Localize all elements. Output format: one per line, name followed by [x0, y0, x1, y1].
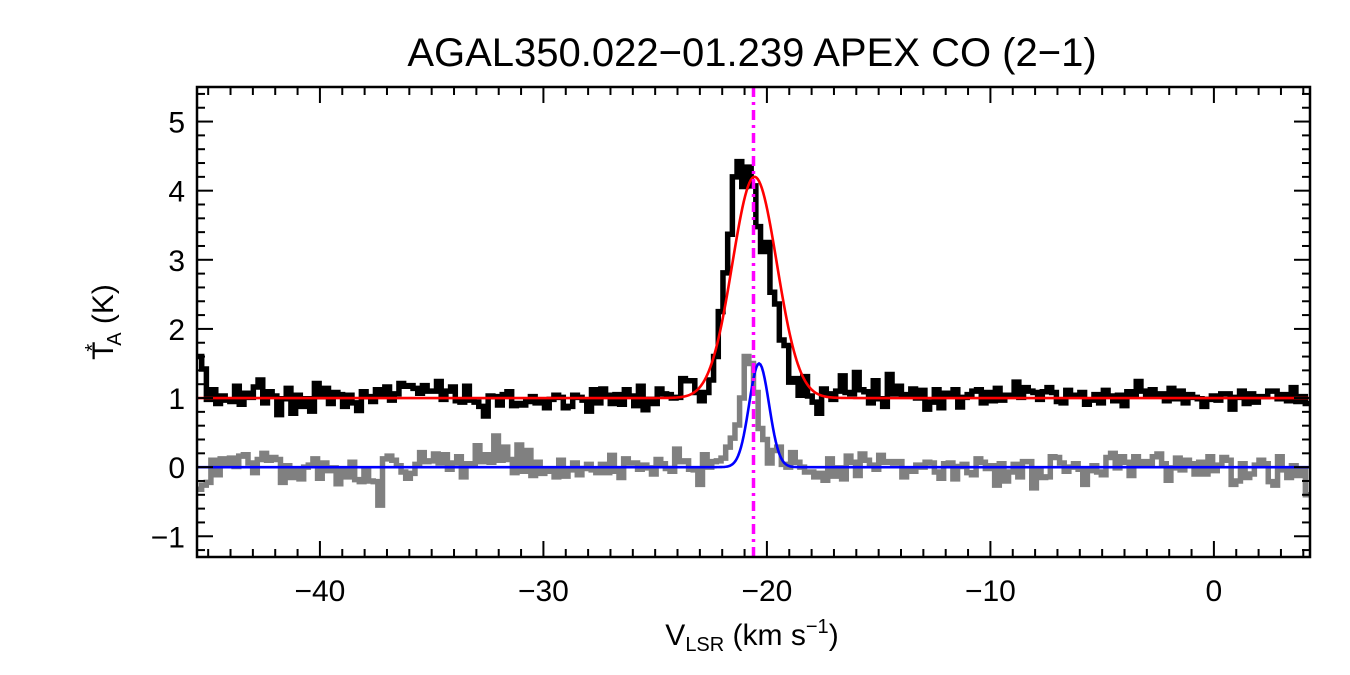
plot-frame	[195, 85, 1312, 559]
axes-frame	[195, 85, 1312, 559]
x-tick-label: −20	[741, 575, 792, 608]
x-axis-label: VLSR (km s−1)	[665, 616, 838, 656]
y-tick-label: 2	[168, 314, 185, 347]
x-axis-label-units: (km s	[724, 619, 806, 652]
y-tick-label: 5	[168, 107, 185, 140]
y-axis-label-main: T	[87, 342, 120, 360]
x-axis-label-superscript: −1	[806, 616, 829, 638]
y-tick-labels: −1 0 1 2 3 4 5	[151, 107, 185, 555]
x-tick-label: −40	[294, 575, 345, 608]
y-tick-label: −1	[151, 521, 185, 554]
x-tick-labels: −40 −30 −20 −10 0	[294, 575, 1222, 608]
x-axis-label-close: )	[829, 619, 839, 652]
y-tick-label: 4	[168, 176, 185, 209]
plot-area	[197, 87, 1310, 557]
spectrum-observed	[197, 158, 1310, 419]
y-axis-label-subscript: A	[104, 332, 126, 346]
plot-clipped-group	[197, 87, 1310, 557]
x-tick-label: 0	[1206, 575, 1223, 608]
y-tick-label: 3	[168, 245, 185, 278]
gaussian-fit-observed	[197, 175, 1310, 400]
chart-title: AGAL350.022−01.239 APEX CO (2−1)	[407, 31, 1096, 75]
x-axis-label-main: V	[665, 619, 685, 652]
y-tick-label: 0	[168, 452, 185, 485]
y-tick-label: 1	[168, 383, 185, 416]
y-axis-label: T*A (K)	[82, 284, 126, 360]
y-axis-label-units: (K)	[87, 284, 120, 332]
x-tick-label: −10	[965, 575, 1016, 608]
y-axis-label-superscript: *	[82, 344, 104, 352]
x-axis-label-subscript: LSR	[685, 634, 724, 656]
x-tick-label: −30	[518, 575, 569, 608]
